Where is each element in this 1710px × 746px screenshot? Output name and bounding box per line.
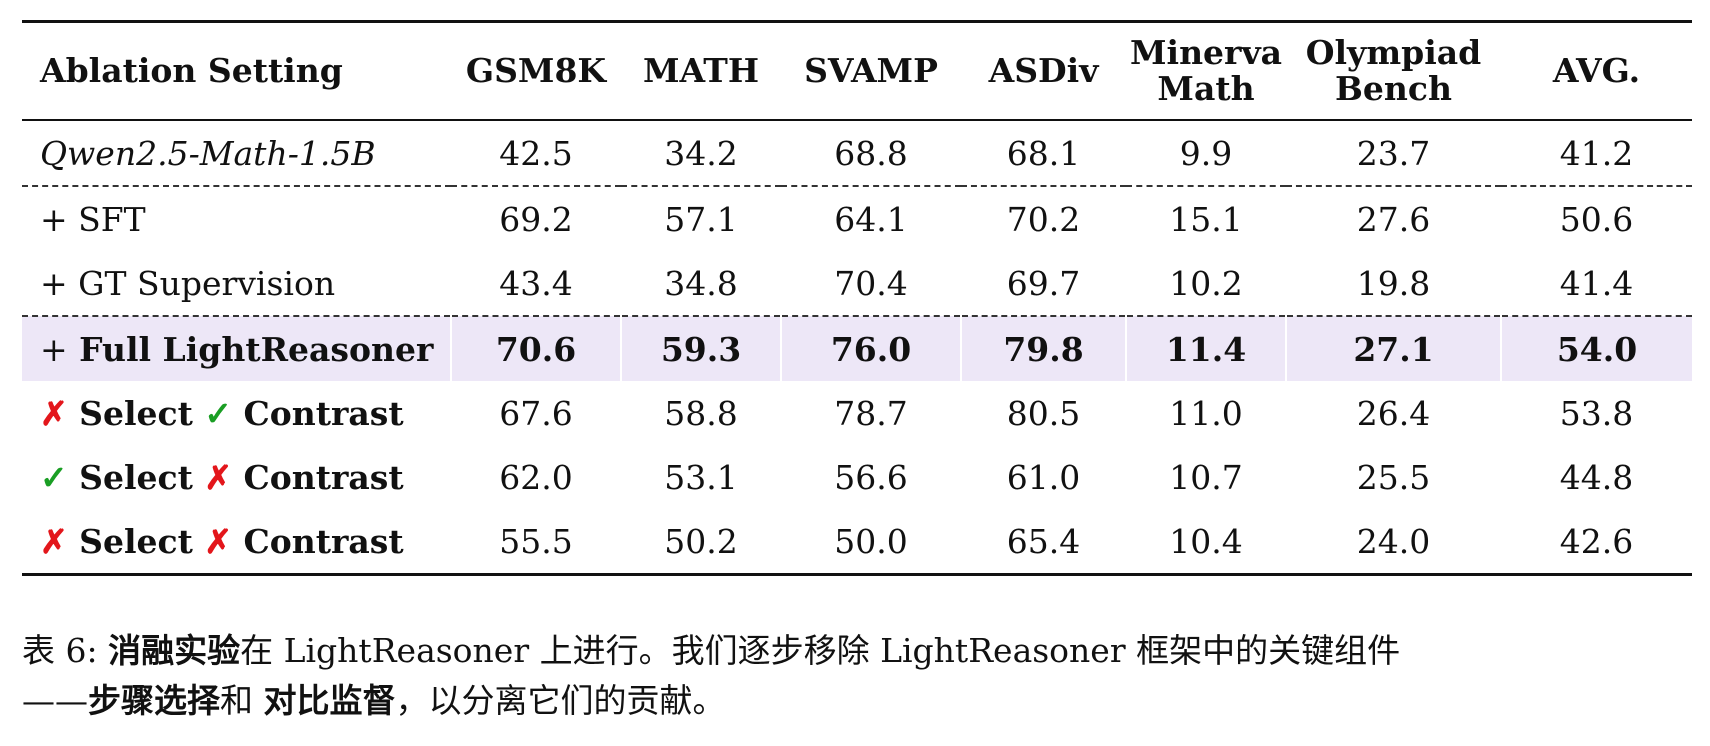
cell-asdiv: 61.0 — [1006, 457, 1081, 497]
cell-math: 59.3 — [620, 316, 781, 381]
contrast-label: Contrast — [243, 457, 404, 497]
cell-asdiv: 80.5 — [1006, 393, 1081, 433]
cross-mark-icon: ✗ — [40, 521, 68, 561]
cell-svamp: 56.6 — [834, 457, 908, 497]
header-gsm8k: GSM8K — [465, 51, 607, 90]
caption-prefix: 表 6: — [22, 631, 109, 670]
cell-minerva-math: 11.4 — [1125, 316, 1286, 381]
row-label: + SFT — [40, 199, 146, 239]
row-label-text: Full LightReasoner — [79, 329, 434, 369]
cell-svamp: 64.1 — [834, 199, 908, 239]
cell-avg: 41.4 — [1559, 263, 1634, 303]
cell-gsm8k: 67.6 — [499, 393, 573, 433]
cell-olympiad-bench: 24.0 — [1356, 521, 1431, 561]
table-row-sft: + SFT 69.2 57.1 64.1 70.2 15.1 27.6 50.6 — [22, 186, 1692, 251]
check-mark-icon: ✓ — [40, 457, 68, 497]
caption-text: 在 LightReasoner 上进行。我们逐步移除 LightReasoner… — [240, 631, 1401, 670]
header-avg: AVG. — [1552, 51, 1641, 90]
row-label: ✗ Select ✗ Contrast — [22, 509, 451, 575]
cell-svamp: 76.0 — [780, 316, 961, 381]
table-row-no-select-no-contrast: ✗ Select ✗ Contrast 55.5 50.2 50.0 65.4 … — [22, 509, 1692, 575]
caption-bold-step-selection: 步骤选择 — [88, 681, 220, 720]
cell-math: 50.2 — [664, 521, 738, 561]
row-label: ✓ Select ✗ Contrast — [22, 445, 451, 509]
cell-avg: 53.8 — [1559, 393, 1634, 433]
cell-math: 34.2 — [664, 133, 738, 173]
header-row: Ablation Setting GSM8K MATH SVAMP ASDiv … — [22, 21, 1692, 120]
cell-olympiad-bench: 27.6 — [1356, 199, 1431, 239]
cell-gsm8k: 43.4 — [499, 263, 573, 303]
cross-mark-icon: ✗ — [204, 457, 233, 497]
ablation-table: Ablation Setting GSM8K MATH SVAMP ASDiv … — [22, 20, 1692, 576]
cell-math: 58.8 — [664, 393, 738, 433]
cell-olympiad-bench: 27.1 — [1285, 316, 1501, 381]
cell-svamp: 50.0 — [834, 521, 908, 561]
cell-minerva-math: 10.2 — [1169, 263, 1243, 303]
plus-sign: + — [40, 329, 68, 369]
select-label: Select — [79, 393, 193, 433]
header-minerva-math: Minerva Math — [1130, 33, 1282, 108]
cell-minerva-math: 10.7 — [1169, 457, 1243, 497]
cell-svamp: 68.8 — [834, 133, 908, 173]
cell-avg: 42.6 — [1559, 521, 1634, 561]
cell-gsm8k: 42.5 — [499, 133, 573, 173]
cell-math: 34.8 — [664, 263, 738, 303]
header-math: MATH — [642, 51, 760, 90]
cell-asdiv: 65.4 — [1006, 521, 1081, 561]
cell-minerva-math: 15.1 — [1169, 199, 1243, 239]
cell-asdiv: 69.7 — [1006, 263, 1081, 303]
table-row-gt-supervision: + GT Supervision 43.4 34.8 70.4 69.7 10.… — [22, 251, 1692, 316]
cell-asdiv: 70.2 — [1006, 199, 1081, 239]
cell-asdiv: 68.1 — [1006, 133, 1081, 173]
cell-svamp: 70.4 — [834, 263, 908, 303]
table-row-no-select-contrast: ✗ Select ✓ Contrast 67.6 58.8 78.7 80.5 … — [22, 381, 1692, 445]
cell-math: 57.1 — [664, 199, 738, 239]
cell-avg: 41.2 — [1559, 133, 1634, 173]
cell-gsm8k: 55.5 — [499, 521, 573, 561]
cell-asdiv: 79.8 — [960, 316, 1126, 381]
select-label: Select — [79, 457, 193, 497]
cell-olympiad-bench: 19.8 — [1356, 263, 1431, 303]
cell-minerva-math: 9.9 — [1179, 133, 1233, 173]
row-label: + Full LightReasoner — [22, 316, 451, 381]
header-svamp: SVAMP — [804, 51, 938, 90]
caption-bold-ablation: 消融实验 — [108, 631, 241, 670]
row-label: Qwen2.5-Math-1.5B — [40, 133, 376, 173]
cell-olympiad-bench: 23.7 — [1356, 133, 1431, 173]
header-ablation-setting: Ablation Setting — [40, 51, 343, 90]
cell-gsm8k: 69.2 — [499, 199, 573, 239]
cell-minerva-math: 11.0 — [1169, 393, 1243, 433]
cell-olympiad-bench: 25.5 — [1356, 457, 1431, 497]
caption-and: 和 — [220, 681, 264, 720]
row-label: + GT Supervision — [40, 263, 336, 303]
ablation-table-container: Ablation Setting GSM8K MATH SVAMP ASDiv … — [22, 20, 1692, 576]
table-row-select-no-contrast: ✓ Select ✗ Contrast 62.0 53.1 56.6 61.0 … — [22, 445, 1692, 509]
contrast-label: Contrast — [243, 521, 404, 561]
cell-gsm8k: 70.6 — [450, 316, 621, 381]
cell-math: 53.1 — [664, 457, 738, 497]
cell-gsm8k: 62.0 — [499, 457, 573, 497]
table-row-base-model: Qwen2.5-Math-1.5B 42.5 34.2 68.8 68.1 9.… — [22, 120, 1692, 186]
row-label: ✗ Select ✓ Contrast — [22, 381, 451, 445]
table-caption: 表 6: 消融实验在 LightReasoner 上进行。我们逐步移除 Ligh… — [22, 626, 1692, 726]
cross-mark-icon: ✗ — [204, 521, 233, 561]
cell-avg: 44.8 — [1559, 457, 1634, 497]
caption-end: ，以分离它们的贡献。 — [395, 681, 726, 720]
check-mark-icon: ✓ — [204, 393, 233, 433]
cross-mark-icon: ✗ — [40, 393, 68, 433]
cell-avg: 54.0 — [1500, 316, 1692, 381]
contrast-label: Contrast — [243, 393, 404, 433]
cell-avg: 50.6 — [1559, 199, 1634, 239]
cell-olympiad-bench: 26.4 — [1356, 393, 1431, 433]
table-row-full-lightreasoner: + Full LightReasoner 70.6 59.3 76.0 79.8… — [22, 316, 1692, 381]
select-label: Select — [79, 521, 193, 561]
cell-svamp: 78.7 — [834, 393, 908, 433]
header-asdiv: ASDiv — [988, 51, 1099, 90]
header-olympiad-bench: Olympiad Bench — [1305, 33, 1482, 108]
caption-dash: —— — [22, 681, 88, 720]
cell-minerva-math: 10.4 — [1169, 521, 1243, 561]
caption-bold-contrast-supervision: 对比监督 — [263, 681, 396, 720]
